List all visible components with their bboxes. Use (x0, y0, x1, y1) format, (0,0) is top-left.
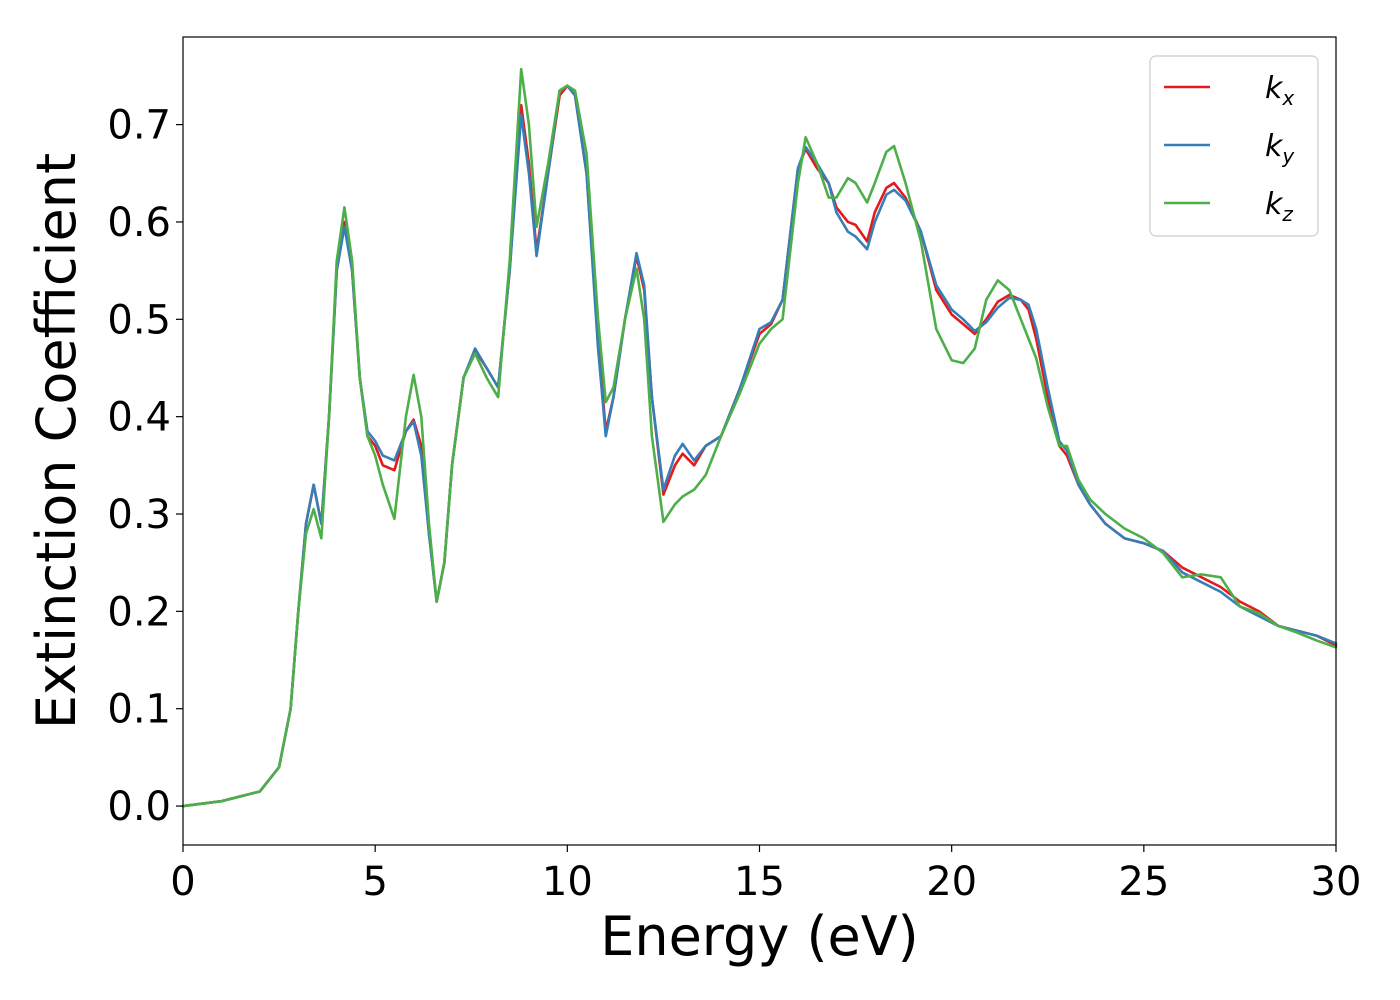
legend-label-subscript: x (1281, 86, 1294, 110)
x-tick-label: 15 (734, 859, 785, 905)
x-tick-label: 0 (170, 859, 195, 905)
x-tick-label: 30 (1311, 859, 1362, 905)
y-tick-label: 0.3 (107, 492, 171, 538)
x-tick-label: 10 (542, 859, 593, 905)
legend-label-z: kz (1265, 187, 1293, 226)
legend-label-base: k (1265, 71, 1284, 106)
series-layer (181, 67, 1338, 808)
y-axis-title: Extinction Coefficient (25, 153, 88, 729)
series-line-z (181, 67, 1338, 808)
y-tick-label: 0.0 (107, 784, 171, 830)
ticks-layer: 0 5 10 15 20 25 30 0.0 0.1 0.2 0.3 0.4 0.5 0.6 0.7 (107, 103, 1361, 905)
legend-label-y: ky (1265, 129, 1295, 168)
y-tick-label: 0.6 (107, 200, 171, 246)
series-line-x (181, 84, 1338, 808)
legend-label-subscript: y (1281, 144, 1295, 168)
x-axis-title: Energy (eV) (600, 905, 919, 968)
y-tick-label: 0.5 (107, 297, 171, 343)
series-line-y (181, 84, 1338, 808)
legend-label-subscript: z (1281, 202, 1293, 226)
y-tick-label: 0.2 (107, 589, 171, 635)
y-tick-label: 0.7 (107, 103, 171, 149)
x-tick-label: 20 (926, 859, 977, 905)
x-tick-label: 25 (1118, 859, 1169, 905)
legend-box (1149, 55, 1319, 237)
legend-label-base: k (1265, 129, 1284, 164)
legend-label-x: kx (1265, 71, 1294, 110)
y-tick-label: 0.4 (107, 395, 171, 441)
y-tick-label: 0.1 (107, 687, 171, 733)
legend-label-base: k (1265, 187, 1284, 222)
x-tick-label: 5 (362, 859, 387, 905)
